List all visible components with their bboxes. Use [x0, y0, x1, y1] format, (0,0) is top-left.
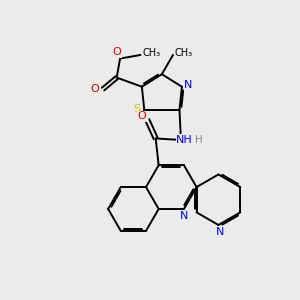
Text: H: H — [196, 135, 203, 145]
Text: O: O — [113, 47, 122, 57]
Text: CH₃: CH₃ — [143, 49, 161, 58]
Text: O: O — [138, 112, 146, 122]
Text: N: N — [180, 211, 188, 220]
Text: CH₃: CH₃ — [174, 48, 193, 59]
Text: N: N — [184, 80, 193, 90]
Text: N: N — [216, 226, 224, 236]
Text: S: S — [133, 104, 140, 114]
Text: NH: NH — [176, 135, 193, 145]
Text: O: O — [90, 84, 99, 94]
